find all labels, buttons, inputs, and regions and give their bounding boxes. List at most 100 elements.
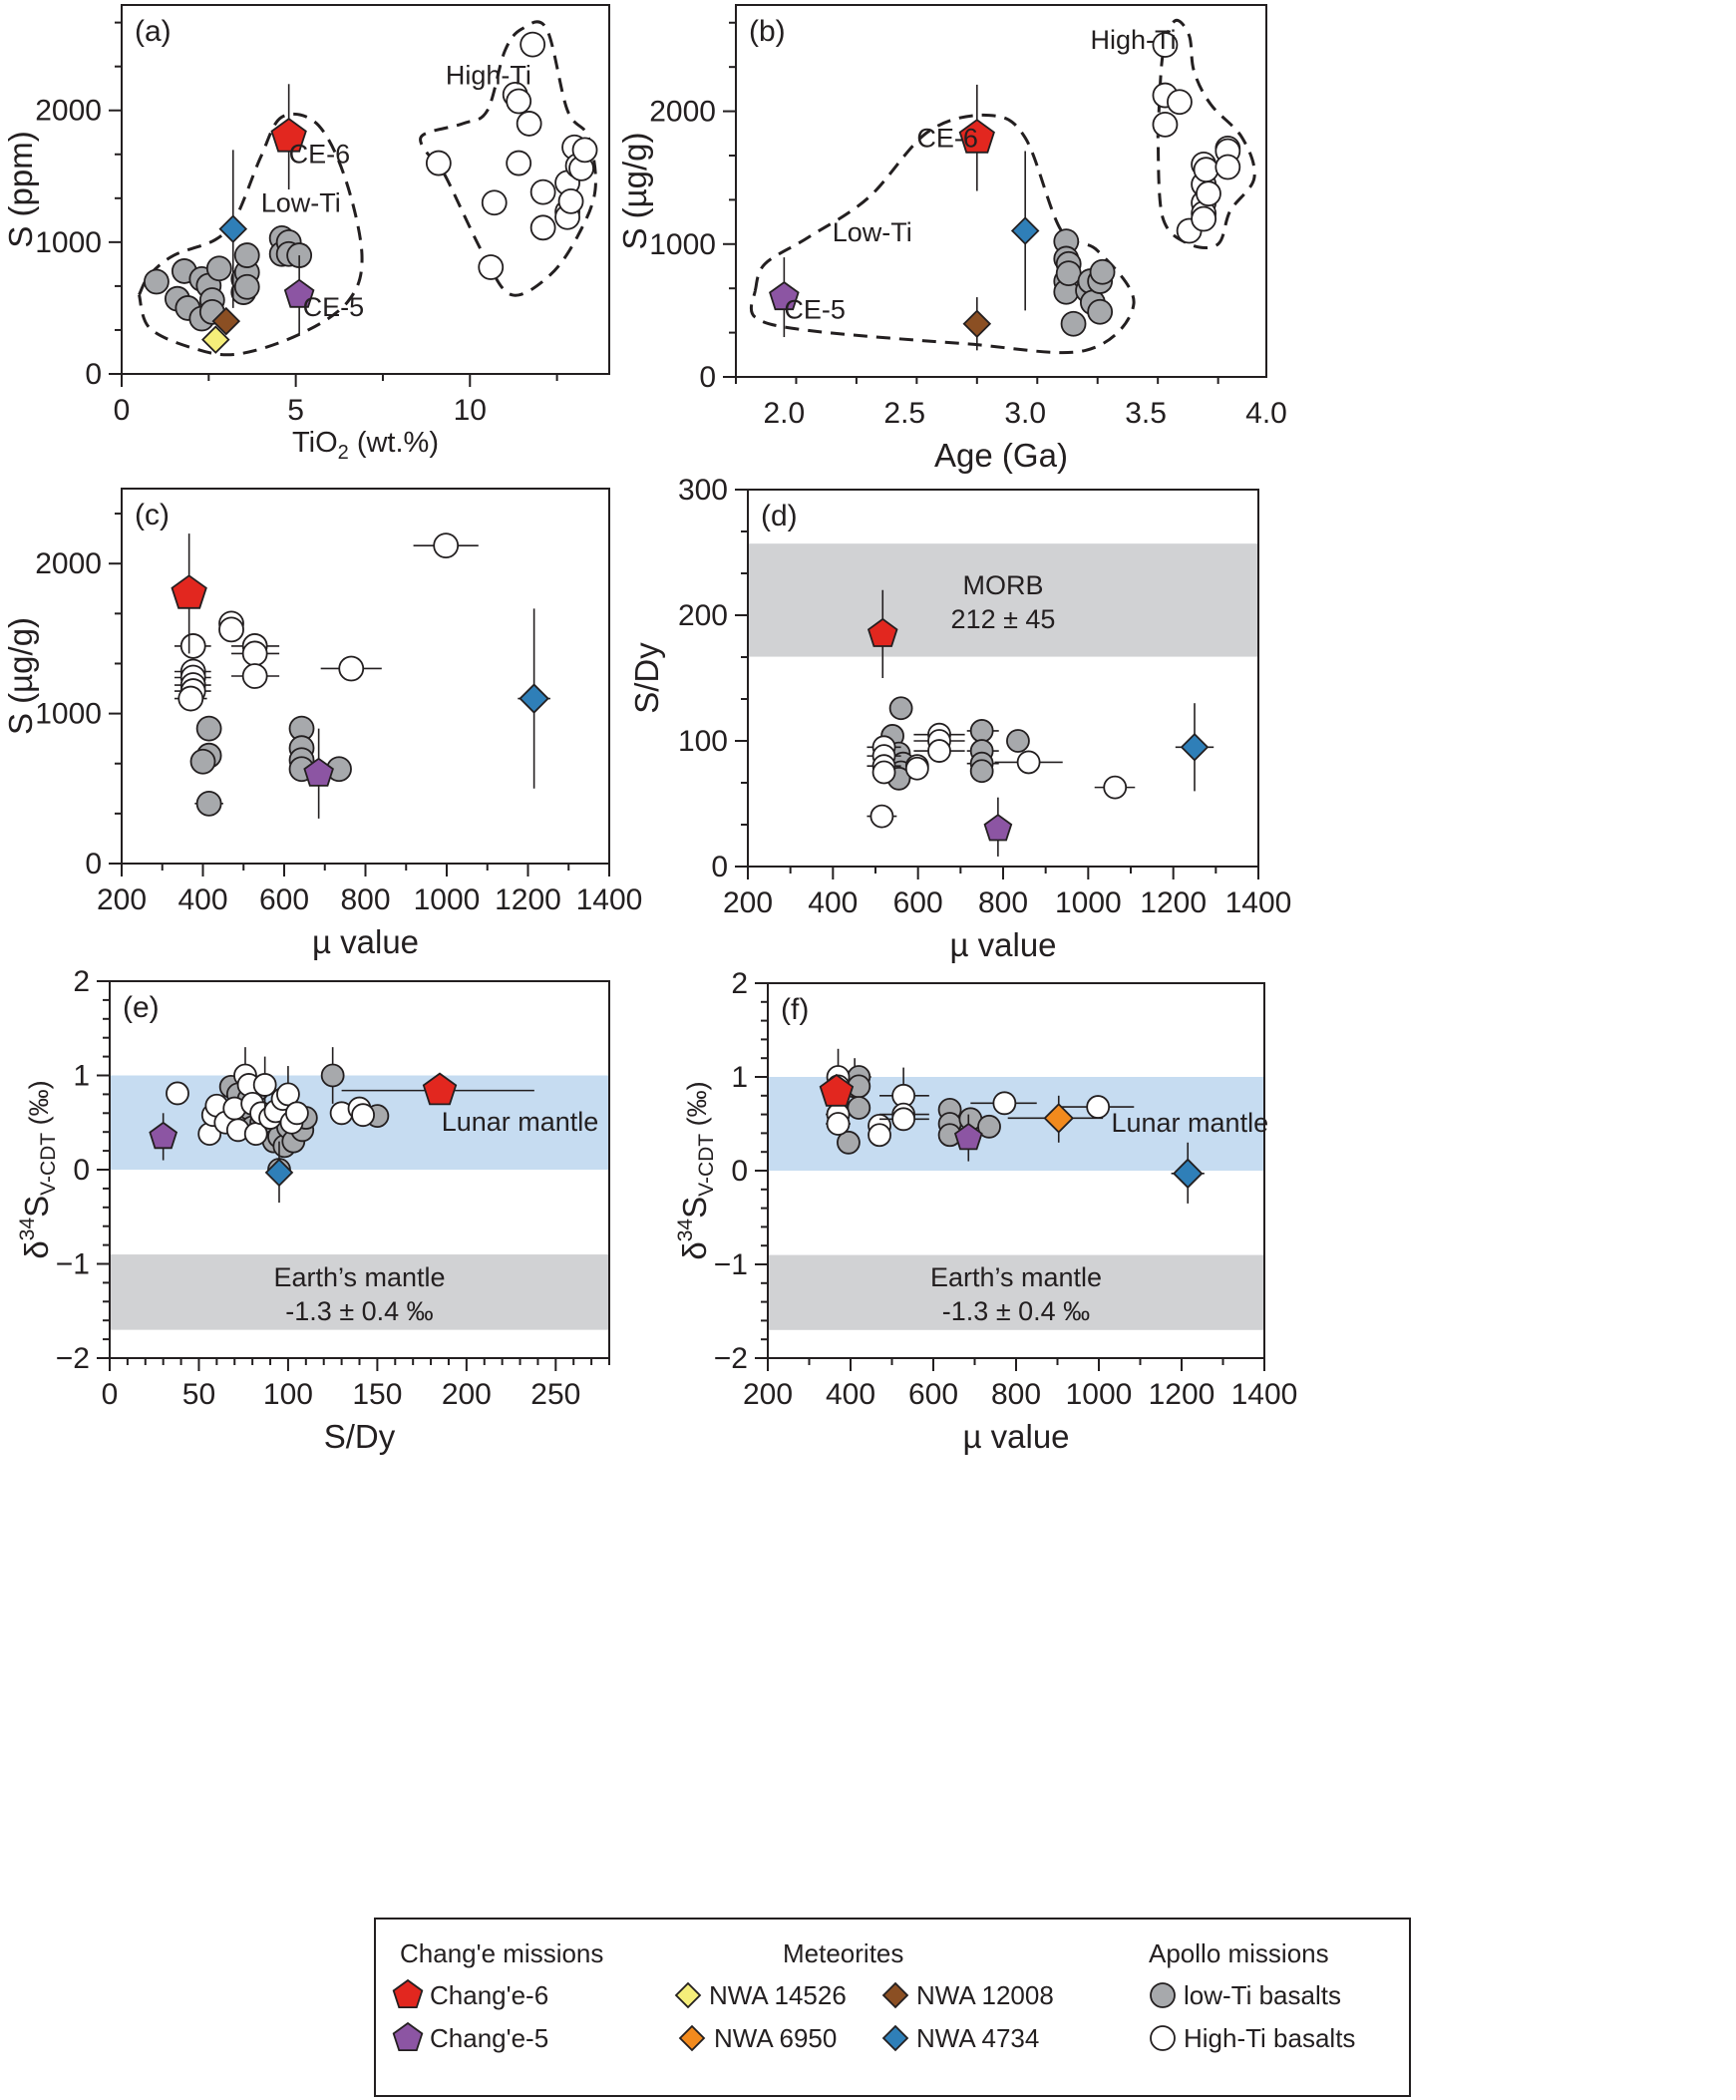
data-point-low-ti-basalts xyxy=(205,255,232,282)
x-tick-label: 5 xyxy=(287,394,304,427)
y-tick-label: 300 xyxy=(678,474,728,507)
x-tick-label: 200 xyxy=(743,1378,793,1411)
data-point-chang-e-5 xyxy=(953,1122,983,1151)
legend-group-title: Chang'e missions xyxy=(400,1938,603,1968)
annotation-label: CE-5 xyxy=(784,294,846,324)
legend-marker-change5 xyxy=(392,2021,424,2052)
y-tick-label: −2 xyxy=(56,1342,90,1375)
data-point-nwa-4734 xyxy=(1010,216,1040,245)
legend-marker-nwa12008 xyxy=(881,1981,909,2009)
x-tick-label: 2.5 xyxy=(883,397,925,430)
panel-b-chart: 2.0 2.5 3.0 3.5 4.0 0 1000 2000 Age (Ga) S (µg/g)… xyxy=(616,4,1287,474)
data-point-low-ti-basalts xyxy=(1087,298,1114,325)
band-label: Earth’s mantle xyxy=(273,1262,445,1292)
x-tick-label: 0 xyxy=(114,394,131,427)
legend-marker-shape xyxy=(1150,2025,1176,2051)
annotation-label: Low-Ti xyxy=(833,217,912,247)
x-tick-label: 250 xyxy=(530,1378,580,1411)
data-point-high-ti-basalts xyxy=(1215,154,1241,180)
y-tick-label: 0 xyxy=(731,1155,748,1188)
data-point-chang-e-5 xyxy=(283,278,315,308)
legend-marker-change6 xyxy=(392,1978,424,2008)
data-point-high-ti-basalts xyxy=(891,1107,916,1132)
legend-label: NWA 14526 xyxy=(709,1980,847,2010)
x-tick-label: 800 xyxy=(340,883,390,916)
data-point-low-ti-basalts xyxy=(1006,729,1030,753)
data-point-nwa-4734 xyxy=(1172,1158,1204,1190)
legend-label: Chang'e-5 xyxy=(430,2023,548,2053)
y-tick-label: 1 xyxy=(731,1061,748,1094)
data-point-high-ti-basalts xyxy=(218,616,244,643)
x-tick-label: 400 xyxy=(177,883,227,916)
y-axis-title: S/Dy xyxy=(628,642,665,714)
x-axis-title: µ value xyxy=(312,923,419,960)
data-point-chang-e-5 xyxy=(983,814,1013,842)
data-point-low-ti-basalts xyxy=(969,719,994,743)
data-point-high-ti-basalts xyxy=(1167,89,1193,116)
x-axis-title: µ value xyxy=(949,926,1056,963)
band-value-label: 212 ± 45 xyxy=(951,604,1056,634)
field-envelope xyxy=(749,113,1136,355)
y-tick-label: 2000 xyxy=(649,96,716,129)
legend-marker-low-ti xyxy=(1150,1982,1176,2008)
data-point-high-ti-basalts xyxy=(1193,157,1219,183)
panel-d-chart: MORB 212 ± 45 200 400 600 800 1000 1200 1400 0 100… xyxy=(628,474,1291,963)
data-point-high-ti-basalts xyxy=(241,640,268,667)
x-tick-label: 1200 xyxy=(1149,1378,1215,1411)
data-point-high-ti-basalts xyxy=(1086,1095,1111,1119)
x-tick-label: 200 xyxy=(442,1378,492,1411)
y-axis-title: S (µg/g) xyxy=(2,617,39,735)
legend-label: Chang'e-6 xyxy=(430,1980,548,2010)
band-morb xyxy=(748,543,1258,657)
band-value-label: -1.3 ± 0.4 ‰ xyxy=(285,1296,433,1326)
x-tick-label: 50 xyxy=(182,1378,215,1411)
x-tick-label: 150 xyxy=(352,1378,402,1411)
band-label: MORB xyxy=(963,570,1044,600)
x-tick-label: 3.5 xyxy=(1125,397,1167,430)
data-point-high-ti-basalts xyxy=(179,633,206,659)
band-value-label: -1.3 ± 0.4 ‰ xyxy=(942,1296,1090,1326)
y-tick-label: 200 xyxy=(678,599,728,632)
legend-marker-shape xyxy=(392,2021,424,2052)
y-axis-title: S (µg/g) xyxy=(616,132,653,249)
data-point-high-ti-basalts xyxy=(284,1101,309,1126)
data-point-chang-e-6 xyxy=(270,117,307,153)
band-earth-s-mantle xyxy=(110,1254,609,1330)
data-point-high-ti-basalts xyxy=(869,804,894,829)
data-point-high-ti-basalts xyxy=(1191,205,1217,232)
x-tick-label: 800 xyxy=(991,1378,1041,1411)
plot-frame xyxy=(121,4,610,375)
data-point-low-ti-basalts xyxy=(233,242,260,268)
data-point-high-ti-basalts xyxy=(868,1123,891,1148)
y-tick-label: 0 xyxy=(711,851,728,883)
y-tick-label: 100 xyxy=(678,725,728,758)
panel-label: (a) xyxy=(135,15,172,48)
data-point-nwa-4734 xyxy=(218,214,248,243)
x-tick-label: 600 xyxy=(893,886,943,919)
data-point-low-ti-basalts xyxy=(847,1096,871,1120)
x-tick-label: 1400 xyxy=(1231,1378,1298,1411)
data-point-high-ti-basalts xyxy=(1196,180,1221,207)
data-point-chang-e-6 xyxy=(958,119,995,154)
y-tick-label: −2 xyxy=(714,1342,748,1375)
data-point-low-ti-basalts xyxy=(320,1063,345,1088)
data-point-chang-e-6 xyxy=(819,1073,855,1107)
data-point-nwa-12008 xyxy=(211,306,241,336)
legend-marker-shape xyxy=(392,1978,424,2008)
legend-marker-shape xyxy=(881,1981,909,2009)
x-tick-label: 1400 xyxy=(576,883,643,916)
y-tick-label: 1000 xyxy=(35,698,102,731)
panel-a-chart: 0 5 10 0 1000 2000 TiO2 (wt.%) S (ppm) (a) High-T… xyxy=(2,4,610,464)
y-tick-label: −1 xyxy=(714,1248,748,1281)
y-tick-label: 0 xyxy=(73,1154,90,1187)
x-tick-label: 1400 xyxy=(1225,886,1292,919)
legend-marker-shape xyxy=(674,1981,702,2009)
legend-label: NWA 12008 xyxy=(916,1980,1054,2010)
legend-group-title: Meteorites xyxy=(783,1938,903,1968)
band-label: Earth’s mantle xyxy=(930,1262,1102,1292)
data-point-chang-e-6 xyxy=(422,1072,458,1106)
x-tick-label: 600 xyxy=(259,883,309,916)
annotation-label: CE-6 xyxy=(916,124,978,154)
data-point-high-ti-basalts xyxy=(338,655,365,682)
